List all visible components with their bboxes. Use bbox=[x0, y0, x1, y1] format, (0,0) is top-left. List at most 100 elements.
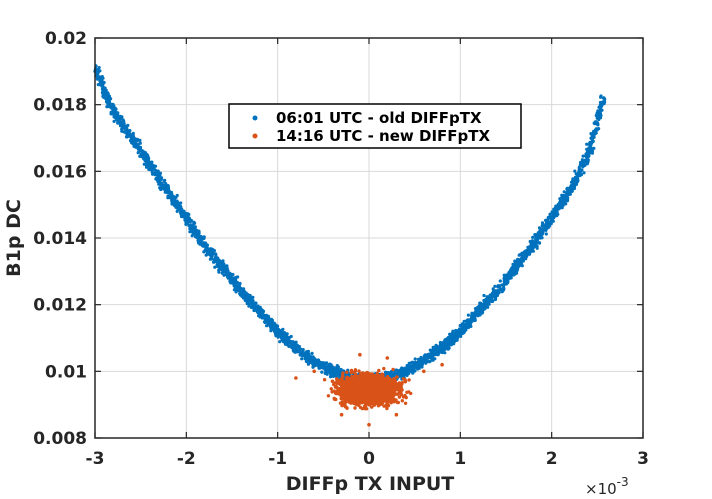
series-1-point bbox=[133, 145, 137, 149]
series-1-point bbox=[225, 275, 230, 279]
series-2-point bbox=[384, 392, 389, 397]
series-1-point bbox=[207, 249, 211, 253]
series-1-point bbox=[508, 273, 512, 277]
series-1-point bbox=[451, 329, 455, 333]
series-2-point bbox=[368, 382, 372, 386]
series-1-point bbox=[179, 208, 183, 212]
series-1-point bbox=[143, 153, 147, 157]
series-1-point bbox=[233, 285, 237, 289]
series-1-point bbox=[573, 169, 577, 173]
series-2-point bbox=[352, 370, 356, 374]
series-1-point bbox=[463, 329, 467, 333]
series-1-point bbox=[119, 116, 123, 120]
series-1-point bbox=[573, 175, 578, 179]
series-1-point bbox=[150, 160, 154, 164]
series-2-point bbox=[374, 388, 379, 392]
series-1-point bbox=[558, 200, 562, 204]
series-1-point bbox=[501, 288, 505, 292]
series-1-point bbox=[294, 346, 298, 350]
series-2-point bbox=[358, 374, 362, 378]
series-2-point bbox=[378, 383, 382, 387]
series-1-point bbox=[495, 289, 499, 294]
series-1-point bbox=[234, 290, 238, 294]
series-1-point bbox=[518, 259, 522, 263]
x-tick-label: -2 bbox=[177, 449, 196, 469]
series-1-point bbox=[595, 128, 599, 132]
data-clouds bbox=[93, 64, 607, 427]
series-1-point bbox=[148, 162, 152, 167]
x-tick-label: 0 bbox=[363, 449, 375, 469]
series-1-point bbox=[306, 354, 310, 358]
series-1-point bbox=[102, 80, 106, 85]
series-1-point bbox=[498, 279, 502, 283]
series-1-point bbox=[287, 344, 291, 348]
series-1-point bbox=[293, 341, 297, 345]
series-1-point bbox=[327, 367, 331, 371]
series-1-point bbox=[537, 226, 542, 230]
series-1-point bbox=[95, 77, 99, 81]
series-2-point bbox=[372, 403, 376, 407]
series-1-point bbox=[334, 366, 338, 371]
series-1-point bbox=[567, 192, 572, 196]
series-2-point bbox=[357, 381, 362, 386]
series-2-point bbox=[387, 380, 391, 385]
series-2-point bbox=[384, 378, 389, 382]
series-1-point bbox=[116, 116, 121, 120]
series-2-point bbox=[382, 366, 386, 371]
series-1-point bbox=[580, 158, 585, 162]
series-1-point bbox=[392, 374, 396, 378]
series-1-point bbox=[578, 163, 582, 167]
series-1-point bbox=[432, 349, 436, 354]
series-1-point bbox=[592, 146, 596, 150]
series-1-point bbox=[546, 215, 550, 220]
series-1-point bbox=[433, 353, 437, 357]
series-1-point bbox=[159, 187, 163, 192]
series-1-point bbox=[489, 295, 493, 299]
series-1-point bbox=[498, 284, 502, 288]
series-1-point bbox=[111, 109, 116, 114]
series-1-point bbox=[221, 266, 225, 270]
series-2-point bbox=[397, 388, 401, 392]
series-1-point bbox=[596, 113, 601, 117]
series-1-point bbox=[163, 178, 167, 182]
series-1-point bbox=[428, 348, 432, 352]
series-1-point bbox=[586, 152, 590, 157]
series-1-point bbox=[269, 326, 273, 330]
series-1-point bbox=[409, 364, 413, 368]
series-1-point bbox=[103, 87, 107, 91]
series-1-point bbox=[221, 259, 225, 263]
series-1-point bbox=[234, 275, 238, 279]
series-1-point bbox=[320, 370, 324, 374]
series-1-point bbox=[548, 221, 552, 225]
series-1-point bbox=[540, 221, 545, 225]
series-1-point bbox=[526, 247, 531, 251]
series-1-point bbox=[574, 172, 578, 176]
series-2-point bbox=[380, 373, 384, 378]
series-1-point bbox=[189, 223, 194, 227]
series-1-point bbox=[190, 230, 194, 234]
series-2-point bbox=[395, 375, 399, 379]
series-2-point bbox=[396, 400, 400, 405]
series-2-point bbox=[391, 367, 395, 372]
series-1-point bbox=[105, 99, 109, 103]
series-1-point bbox=[241, 296, 246, 300]
series-1-point bbox=[204, 249, 208, 253]
series-1-point bbox=[579, 173, 584, 177]
series-2-point bbox=[350, 378, 354, 382]
x-tick-label: 3 bbox=[637, 449, 649, 469]
series-1-point bbox=[598, 100, 603, 105]
series-1-point bbox=[580, 168, 584, 172]
series-2-point bbox=[361, 371, 365, 376]
series-2-point bbox=[387, 376, 391, 381]
legend-box bbox=[228, 103, 522, 149]
series-2-point bbox=[394, 388, 398, 392]
series-1-point bbox=[466, 313, 470, 317]
series-2-point bbox=[349, 370, 353, 375]
series-1-point bbox=[435, 353, 439, 357]
series-1-point bbox=[452, 337, 456, 341]
series-2-point bbox=[385, 404, 389, 408]
series-1-point bbox=[481, 308, 485, 312]
series-1-point bbox=[259, 312, 263, 316]
series-2-point bbox=[348, 390, 352, 394]
series-2-point bbox=[330, 379, 335, 384]
